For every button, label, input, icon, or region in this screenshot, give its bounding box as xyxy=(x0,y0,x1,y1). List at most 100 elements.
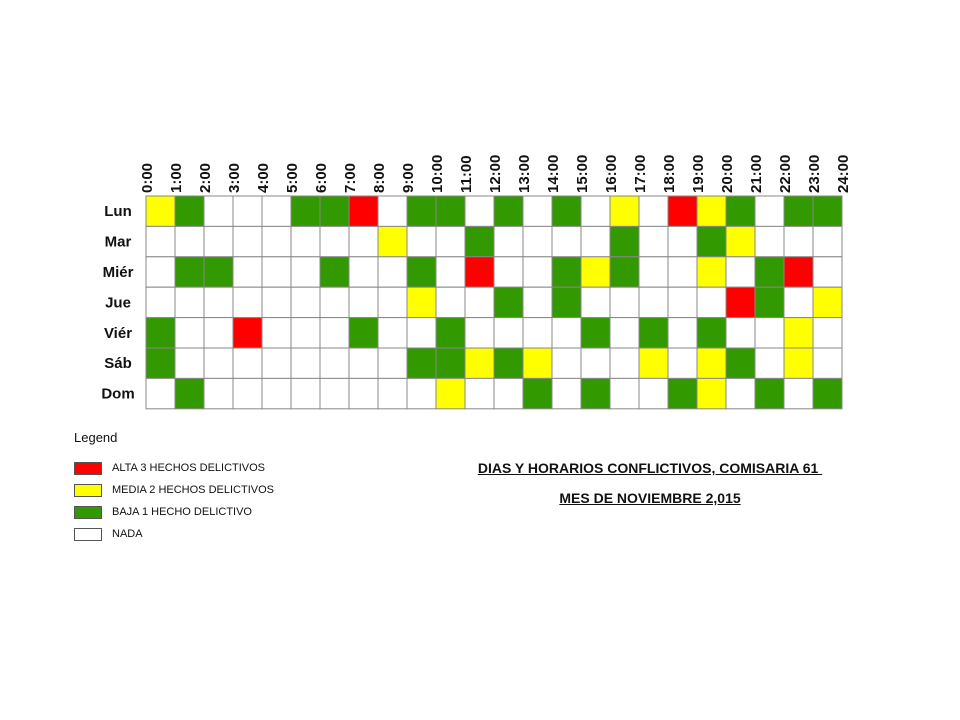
heatmap-cell xyxy=(725,286,756,319)
heatmap-cell xyxy=(522,195,553,227)
heatmap-cell xyxy=(638,195,669,227)
heatmap-cell xyxy=(580,195,611,227)
heatmap-cell xyxy=(522,286,553,319)
heatmap-cell xyxy=(812,347,843,379)
x-tick-label: 5:00 xyxy=(284,163,301,193)
x-tick-label: 12:00 xyxy=(487,155,504,193)
heatmap-cell xyxy=(203,195,234,227)
heatmap-cell xyxy=(290,286,321,319)
heatmap-cell xyxy=(696,256,727,288)
heatmap-cell xyxy=(812,195,843,227)
heatmap-cell xyxy=(812,286,843,319)
heatmap-cell xyxy=(783,286,814,319)
heatmap-cell xyxy=(377,317,408,349)
heatmap-cell xyxy=(580,347,611,379)
heatmap-cell xyxy=(174,347,205,379)
heatmap-cell xyxy=(261,377,292,410)
heatmap-cell xyxy=(551,256,582,288)
heatmap-cell xyxy=(348,347,379,379)
heatmap-cell xyxy=(522,377,553,410)
heatmap-cell xyxy=(377,347,408,379)
y-tick-label: Sáb xyxy=(104,355,132,372)
chart-title-block: DIAS Y HORARIOS CONFLICTIVOS, COMISARIA … xyxy=(420,460,880,520)
heatmap-cell xyxy=(783,225,814,258)
heatmap-cell xyxy=(493,225,524,258)
heatmap-cell xyxy=(348,225,379,258)
heatmap-cell xyxy=(580,256,611,288)
heatmap-cell xyxy=(783,195,814,227)
heatmap-cell xyxy=(667,286,698,319)
x-tick-label: 23:00 xyxy=(806,155,823,193)
heatmap-cell xyxy=(406,377,437,410)
heatmap-cell xyxy=(464,256,495,288)
heatmap-cell xyxy=(377,256,408,288)
heatmap-cell xyxy=(609,225,640,258)
x-tick-label: 11:00 xyxy=(458,155,475,193)
x-tick-label: 3:00 xyxy=(226,163,243,193)
heatmap-cell xyxy=(696,195,727,227)
heatmap-cell xyxy=(319,286,350,319)
x-tick-label: 14:00 xyxy=(545,155,562,193)
heatmap-cell xyxy=(174,225,205,258)
heatmap-cell xyxy=(522,225,553,258)
heatmap-cell xyxy=(232,317,263,349)
heatmap-cell xyxy=(812,377,843,410)
legend-swatch-media xyxy=(74,483,102,497)
legend-item-alta: ALTA 3 HECHOS DELICTIVOS xyxy=(74,457,274,479)
heatmap-cell xyxy=(667,317,698,349)
x-tick-label: 22:00 xyxy=(777,155,794,193)
heatmap-cell xyxy=(145,377,176,410)
heatmap-cell xyxy=(232,225,263,258)
heatmap-cell xyxy=(377,286,408,319)
heatmap-cell xyxy=(145,286,176,319)
heatmap-cell xyxy=(493,377,524,410)
heatmap-cell xyxy=(232,195,263,227)
heatmap-cell xyxy=(290,225,321,258)
heatmap-cell xyxy=(435,317,466,349)
heatmap-cell xyxy=(203,347,234,379)
heatmap-cell xyxy=(754,317,785,349)
heatmap-cell xyxy=(290,317,321,349)
heatmap-cell xyxy=(580,286,611,319)
legend-label-baja: BAJA 1 HECHO DELICTIVO xyxy=(112,506,252,518)
legend-swatch-alta xyxy=(74,461,102,475)
heatmap-cell xyxy=(174,286,205,319)
heatmap-cell xyxy=(464,225,495,258)
heatmap-cell xyxy=(551,347,582,379)
y-tick-label: Lun xyxy=(104,203,132,220)
heatmap-cell xyxy=(406,225,437,258)
heatmap-cell xyxy=(522,317,553,349)
heatmap-cell xyxy=(261,225,292,258)
heatmap-cell xyxy=(551,225,582,258)
heatmap-cell xyxy=(725,225,756,258)
heatmap-cell xyxy=(754,377,785,410)
heatmap-cell xyxy=(319,317,350,349)
heatmap-cell xyxy=(290,347,321,379)
heatmap-cell xyxy=(435,195,466,227)
heatmap-cell xyxy=(493,195,524,227)
heatmap-cell xyxy=(725,377,756,410)
legend-item-baja: BAJA 1 HECHO DELICTIVO xyxy=(74,501,274,523)
heatmap-cell xyxy=(754,225,785,258)
heatmap-cell xyxy=(493,286,524,319)
y-tick-label: Viér xyxy=(104,325,132,342)
heatmap-cell xyxy=(406,256,437,288)
heatmap-cell xyxy=(754,347,785,379)
heatmap-cell xyxy=(551,195,582,227)
heatmap-cell xyxy=(203,317,234,349)
heatmap-cell xyxy=(348,256,379,288)
x-tick-label: 8:00 xyxy=(371,163,388,193)
x-tick-label: 13:00 xyxy=(516,155,533,193)
legend: Legend ALTA 3 HECHOS DELICTIVOS MEDIA 2 … xyxy=(74,430,274,545)
heatmap-cell xyxy=(638,347,669,379)
x-tick-label: 15:00 xyxy=(574,155,591,193)
heatmap-cell xyxy=(406,317,437,349)
heatmap-cell xyxy=(290,377,321,410)
x-tick-label: 17:00 xyxy=(632,155,649,193)
legend-item-media: MEDIA 2 HECHOS DELICTIVOS xyxy=(74,479,274,501)
heatmap-cell xyxy=(667,256,698,288)
heatmap-cell xyxy=(406,286,437,319)
legend-label-media: MEDIA 2 HECHOS DELICTIVOS xyxy=(112,484,274,496)
heatmap-cell xyxy=(261,256,292,288)
y-tick-label: Miér xyxy=(103,264,134,281)
